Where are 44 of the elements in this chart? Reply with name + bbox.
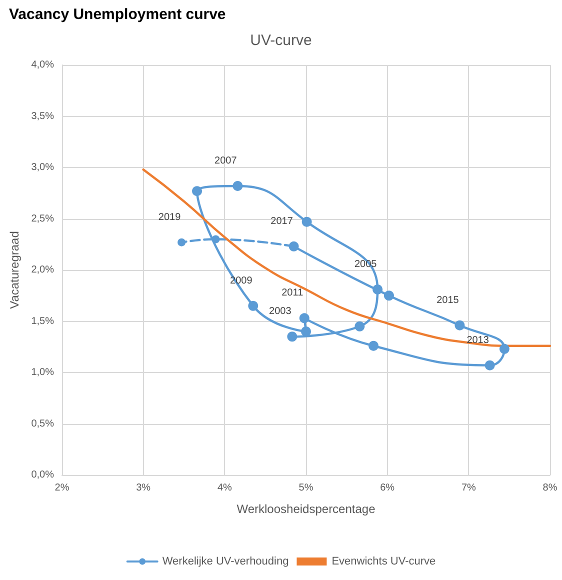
annotation: 2015	[436, 294, 460, 306]
point	[499, 344, 510, 354]
legend-label: Werkelijke UV-verhouding	[162, 556, 289, 568]
x-tick-label: 4%	[217, 482, 232, 494]
y-tick-label: 3,0%	[31, 162, 54, 173]
y-tick-label: 4,0%	[31, 60, 54, 70]
x-tick-label: 2%	[54, 482, 70, 494]
chart-subtitle: UV-curve	[250, 32, 312, 49]
point	[384, 290, 394, 301]
point	[178, 238, 186, 246]
x-tick-label: 6%	[380, 482, 395, 494]
y-tick-label: 2,0%	[31, 264, 54, 276]
y-tick-label: 0,5%	[31, 418, 54, 430]
annotation: 2017	[270, 216, 294, 227]
point	[212, 235, 220, 244]
annotation: 2007	[214, 155, 238, 166]
x-tick-label: 5%	[298, 482, 314, 494]
y-tick-label: 2,5%	[31, 213, 54, 224]
point	[232, 180, 243, 191]
x-tick-label: 7%	[461, 482, 476, 494]
legend-label: Evenwichts UV-curve	[332, 556, 436, 568]
point	[302, 216, 312, 227]
x-axis-title: Werkloosheidspercentage	[236, 502, 376, 516]
annotation: 2011	[282, 288, 304, 299]
annotation: 2019	[158, 212, 182, 223]
y-tick-label: 0,0%	[31, 470, 54, 480]
point	[372, 284, 383, 294]
point	[454, 320, 465, 330]
y-axis-title: Vacaturegraad	[7, 231, 22, 309]
point	[192, 186, 202, 196]
x-tick-label: 8%	[542, 482, 558, 494]
y-tick-label: 1,0%	[31, 367, 54, 378]
chart-title: Vacancy Unemployment curve	[9, 6, 226, 23]
point	[354, 321, 365, 332]
point	[484, 360, 495, 370]
annotation: 2003	[269, 306, 292, 318]
point	[301, 326, 311, 336]
point	[248, 300, 258, 311]
x-tick-label: 3%	[136, 482, 151, 494]
point	[287, 332, 298, 342]
y-tick-label: 3,5%	[31, 110, 54, 122]
y-tick-label: 1,5%	[31, 316, 54, 327]
point	[368, 340, 379, 351]
point	[299, 313, 310, 324]
